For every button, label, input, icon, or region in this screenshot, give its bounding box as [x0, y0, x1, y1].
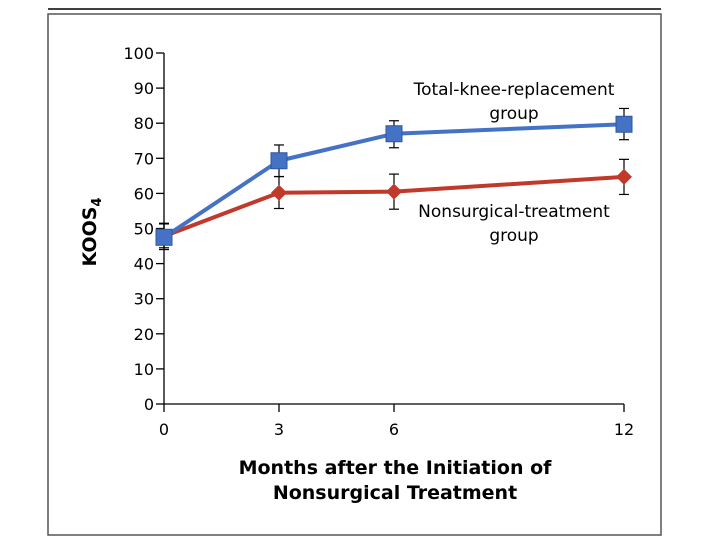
data-point	[385, 125, 403, 143]
y-axis-title-main: KOOS	[79, 207, 101, 267]
y-axis-title-subscript: 4	[90, 198, 105, 207]
x-axis-title-line: Nonsurgical Treatment	[273, 482, 517, 504]
x-tick-label: 12	[614, 420, 634, 439]
x-tick-label: 0	[159, 420, 169, 439]
y-tick-label: 40	[134, 255, 154, 274]
y-tick-label: 10	[134, 360, 154, 379]
chart-labels: 0 10 20 30 40 50 60 70 80 90 100 0 3 6 12 KOOS4 Months a…	[79, 44, 634, 504]
y-tick-label: 20	[134, 325, 154, 344]
y-tick-label: 30	[134, 290, 154, 309]
data-point	[155, 228, 173, 246]
series-line	[163, 174, 625, 239]
series-label-nonsurgical-treatment: group	[489, 226, 538, 246]
x-tick-label: 6	[389, 420, 399, 439]
x-tick-label: 3	[274, 420, 284, 439]
series-line	[162, 122, 625, 239]
series-total-knee-replacement	[155, 107, 633, 251]
x-axis-title-line: Months after the Initiation of	[239, 457, 553, 479]
series-label-total-knee-replacement: Total-knee-replacement	[413, 80, 615, 100]
chart-marks	[155, 107, 633, 251]
data-point	[616, 168, 632, 185]
data-point	[615, 115, 633, 133]
y-tick-label: 100	[123, 44, 154, 63]
y-tick-label: 90	[134, 79, 154, 98]
data-point	[386, 183, 402, 200]
y-tick-label: 60	[134, 184, 154, 203]
data-point	[271, 184, 287, 201]
y-axis-title: KOOS4	[79, 198, 105, 267]
y-tick-label: 0	[144, 395, 154, 414]
y-tick-label: 80	[134, 114, 154, 133]
axes	[156, 52, 625, 412]
y-tick-label: 70	[134, 149, 154, 168]
y-tick-label: 50	[134, 220, 154, 239]
series-label-total-knee-replacement: group	[489, 104, 538, 124]
series-label-nonsurgical-treatment: Nonsurgical-treatment	[418, 202, 610, 222]
chart-frame	[47, 13, 662, 536]
data-point	[270, 152, 288, 170]
